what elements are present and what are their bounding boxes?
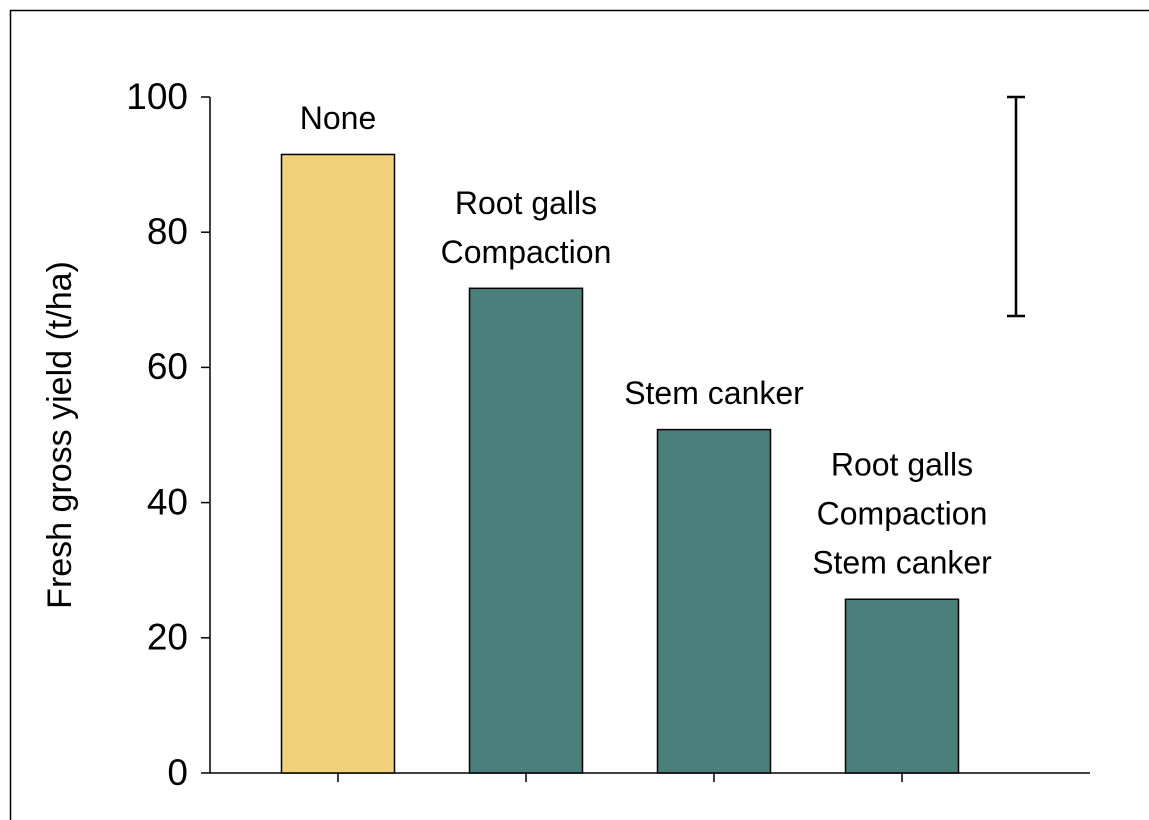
category-label: None [300, 100, 377, 136]
y-tick-label: 40 [147, 481, 188, 522]
category-label: Compaction [817, 496, 988, 532]
y-axis-label: Fresh gross yield (t/ha) [41, 261, 79, 609]
bar [280, 153, 396, 774]
y-tick-label: 0 [167, 752, 188, 793]
bar [468, 287, 584, 774]
category-label: Stem canker [812, 545, 992, 581]
category-label: Compaction [441, 234, 612, 270]
y-tick-label: 20 [147, 617, 188, 658]
category-label: Root galls [831, 447, 973, 483]
bar [656, 428, 772, 774]
frame [9, 9, 1149, 820]
bar [844, 598, 960, 774]
y-tick-label: 100 [126, 76, 188, 117]
y-tick-label: 80 [147, 211, 188, 252]
category-label: Root galls [455, 185, 597, 221]
category-label: Stem canker [624, 375, 804, 411]
y-tick-label: 60 [147, 346, 188, 387]
